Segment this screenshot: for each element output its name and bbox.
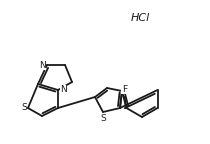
Text: F: F — [122, 85, 127, 94]
Text: N: N — [60, 86, 67, 94]
Text: N: N — [39, 60, 46, 70]
Text: S: S — [21, 104, 27, 112]
Text: S: S — [100, 114, 106, 123]
Text: HCl: HCl — [130, 13, 150, 23]
